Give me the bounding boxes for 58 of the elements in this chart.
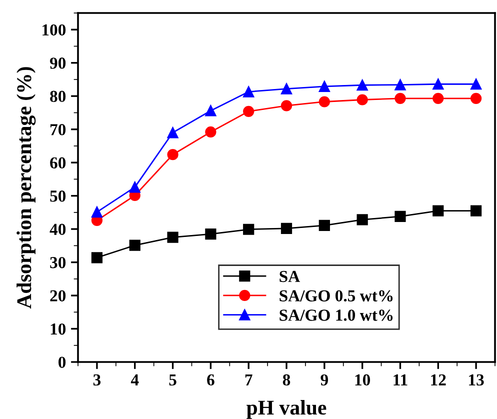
x-tick-label: 5 (169, 374, 176, 386)
point (394, 79, 406, 90)
point (280, 83, 292, 94)
point (432, 205, 444, 216)
y-tick-label: 50 (50, 190, 66, 202)
legend-label: SA/GO 1.0 wt% (280, 310, 393, 321)
y-axis-title: Adsorption percentage (%) (16, 67, 36, 309)
point (470, 92, 482, 104)
point (243, 224, 254, 235)
x-tick-label: 11 (394, 374, 408, 386)
point (356, 80, 368, 91)
legend-label: SA/GO 0.5 wt% (280, 290, 393, 302)
y-tick-label: 60 (50, 157, 66, 169)
point (470, 78, 482, 90)
legend-label: SA (280, 270, 300, 282)
point (356, 214, 368, 226)
y-tick-label: 20 (50, 290, 66, 302)
point (205, 228, 216, 240)
point (318, 220, 330, 231)
point (280, 222, 292, 234)
point (91, 252, 103, 264)
point (356, 94, 368, 106)
point (205, 126, 216, 138)
point (318, 96, 330, 108)
x-tick-label: 4 (130, 374, 139, 386)
point (243, 86, 254, 98)
y-tick-label: 80 (50, 90, 66, 102)
point (129, 240, 140, 251)
point (432, 78, 444, 90)
y-tick-label: 30 (50, 256, 66, 268)
y-tick-label: 40 (50, 224, 66, 235)
point (91, 206, 103, 218)
x-tick-label: 9 (320, 374, 328, 386)
y-tick-label: 10 (50, 323, 66, 335)
point (280, 100, 292, 112)
y-tick-label: 70 (50, 124, 66, 136)
x-axis-title: pH value (246, 400, 326, 419)
point (167, 149, 178, 160)
point (318, 80, 330, 92)
point (243, 106, 254, 117)
point (205, 105, 216, 116)
y-tick-label: 0 (58, 356, 66, 368)
x-tick-label: 13 (469, 374, 484, 386)
x-tick-label: 10 (355, 374, 370, 386)
y-tick-label: 90 (50, 58, 66, 69)
point (432, 92, 444, 104)
x-tick-label: 12 (431, 374, 446, 386)
point (394, 210, 406, 222)
x-tick-label: 8 (282, 374, 290, 386)
y-tick-label: 100 (42, 24, 66, 36)
point (167, 232, 178, 243)
x-tick-label: 7 (245, 374, 252, 386)
point (470, 205, 482, 216)
x-tick-label: 6 (207, 374, 214, 386)
point (129, 182, 140, 193)
x-tick-label: 3 (93, 374, 101, 386)
point (394, 92, 406, 104)
point (167, 127, 178, 138)
